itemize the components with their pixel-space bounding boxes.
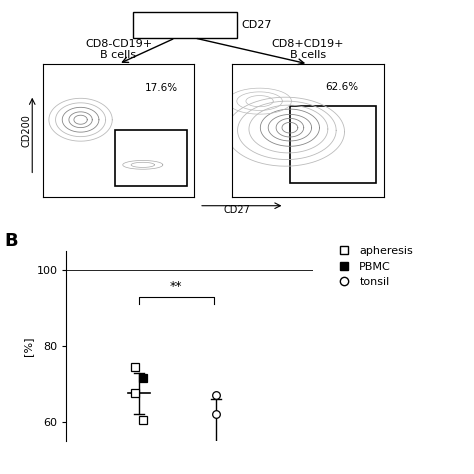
Text: CD27: CD27 xyxy=(224,204,250,215)
Text: CD8+CD19+
B cells: CD8+CD19+ B cells xyxy=(272,38,344,60)
Text: 62.6%: 62.6% xyxy=(325,82,358,91)
Bar xyxy=(116,130,187,186)
Text: B: B xyxy=(5,232,18,250)
Y-axis label: [%]: [%] xyxy=(24,336,34,356)
Bar xyxy=(133,12,237,38)
Bar xyxy=(290,107,376,183)
Text: CD8-CD19+
B cells: CD8-CD19+ B cells xyxy=(85,38,152,60)
Text: CD27: CD27 xyxy=(242,20,272,30)
Legend: apheresis, PBMC, tonsil: apheresis, PBMC, tonsil xyxy=(328,242,418,292)
Text: CD200: CD200 xyxy=(21,114,31,147)
Text: 17.6%: 17.6% xyxy=(145,83,178,93)
Text: **: ** xyxy=(170,280,182,293)
